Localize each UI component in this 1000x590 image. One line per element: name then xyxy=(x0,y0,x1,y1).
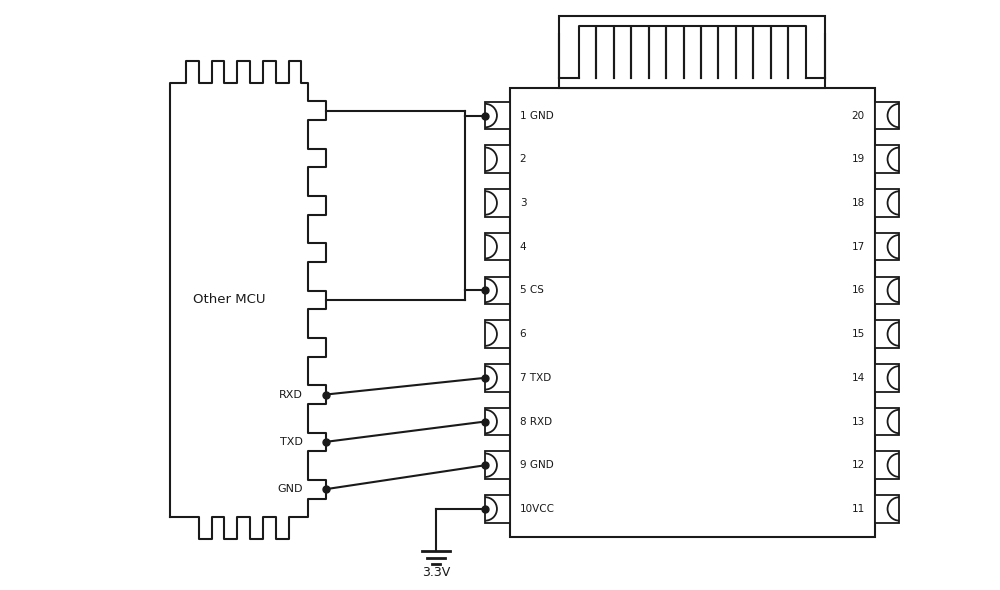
Text: 5 CS: 5 CS xyxy=(520,286,544,296)
Text: GND: GND xyxy=(277,484,303,494)
Text: 15: 15 xyxy=(852,329,865,339)
Bar xyxy=(875,451,899,479)
Bar xyxy=(485,451,510,479)
Bar xyxy=(875,101,899,129)
Bar xyxy=(485,146,510,173)
Text: 4: 4 xyxy=(520,242,526,252)
Text: 16: 16 xyxy=(852,286,865,296)
Bar xyxy=(875,408,899,435)
Bar xyxy=(875,495,899,523)
Text: 13: 13 xyxy=(852,417,865,427)
Bar xyxy=(485,233,510,261)
Text: 1 GND: 1 GND xyxy=(520,110,553,120)
Bar xyxy=(485,320,510,348)
Text: TXD: TXD xyxy=(280,437,303,447)
Text: 7 TXD: 7 TXD xyxy=(520,373,551,383)
Text: 6: 6 xyxy=(520,329,526,339)
Text: 10VCC: 10VCC xyxy=(520,504,555,514)
Bar xyxy=(510,88,875,536)
Bar xyxy=(875,320,899,348)
Text: 17: 17 xyxy=(852,242,865,252)
Bar xyxy=(485,277,510,304)
Bar xyxy=(875,233,899,261)
Text: 8 RXD: 8 RXD xyxy=(520,417,552,427)
Text: 14: 14 xyxy=(852,373,865,383)
Bar xyxy=(559,16,825,88)
Text: 12: 12 xyxy=(852,460,865,470)
Text: 20: 20 xyxy=(852,110,865,120)
Text: 3: 3 xyxy=(520,198,526,208)
Polygon shape xyxy=(170,61,326,539)
Text: 2: 2 xyxy=(520,154,526,164)
Text: 3.3V: 3.3V xyxy=(422,566,450,579)
Text: 11: 11 xyxy=(852,504,865,514)
Bar xyxy=(485,189,510,217)
Bar xyxy=(875,189,899,217)
Bar xyxy=(875,277,899,304)
Text: RXD: RXD xyxy=(279,389,303,399)
Text: 9 GND: 9 GND xyxy=(520,460,553,470)
Bar xyxy=(875,364,899,392)
Text: 19: 19 xyxy=(852,154,865,164)
Bar xyxy=(485,408,510,435)
Bar xyxy=(485,101,510,129)
Text: Other MCU: Other MCU xyxy=(193,293,265,306)
Bar xyxy=(485,495,510,523)
Bar xyxy=(875,146,899,173)
Bar xyxy=(485,364,510,392)
Text: 18: 18 xyxy=(852,198,865,208)
